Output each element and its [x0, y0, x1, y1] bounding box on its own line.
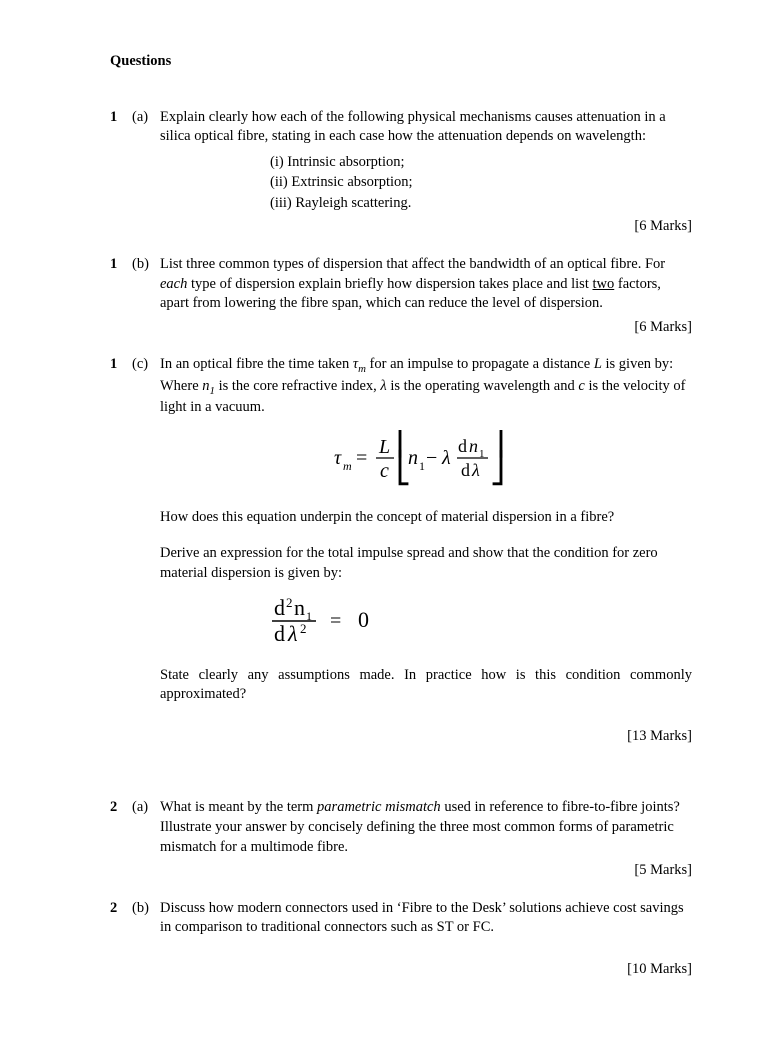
- question-number: 2: [110, 899, 132, 980]
- svg-text:d: d: [274, 621, 285, 646]
- question-text: List three common types of dispersion th…: [160, 255, 692, 314]
- question-part: (c): [132, 355, 160, 746]
- marks-label: [6 Marks]: [160, 217, 692, 237]
- marks-label: [5 Marks]: [160, 861, 692, 881]
- svg-text:λ: λ: [471, 460, 480, 480]
- svg-text:n: n: [408, 447, 418, 469]
- svg-text:τ: τ: [334, 447, 342, 469]
- svg-text:−: −: [426, 447, 437, 469]
- svg-text:λ: λ: [287, 621, 298, 646]
- question-part: (b): [132, 899, 160, 980]
- svg-text:d: d: [458, 436, 467, 456]
- sub-item: (ii) Extrinsic absorption;: [270, 173, 692, 193]
- sub-item: (i) Intrinsic absorption;: [270, 153, 692, 173]
- svg-text:d: d: [274, 595, 285, 620]
- question-body: Discuss how modern connectors used in ‘F…: [160, 899, 692, 980]
- question-body: List three common types of dispersion th…: [160, 255, 692, 337]
- svg-text:d: d: [461, 460, 470, 480]
- marks-label: [13 Marks]: [160, 727, 692, 747]
- question-part: (a): [132, 798, 160, 880]
- question-part: (b): [132, 255, 160, 337]
- question-number: 1: [110, 355, 132, 746]
- question-number: 1: [110, 108, 132, 237]
- sub-item: (iii) Rayleigh scattering.: [270, 194, 692, 214]
- svg-text:λ: λ: [441, 447, 451, 469]
- equation-svg: d 2 n 1 d λ 2 = 0: [270, 595, 420, 647]
- svg-text:=: =: [330, 610, 341, 632]
- question-2b: 2 (b) Discuss how modern connectors used…: [110, 899, 692, 980]
- question-1a: 1 (a) Explain clearly how each of the fo…: [110, 108, 692, 237]
- question-text: Explain clearly how each of the followin…: [160, 108, 692, 147]
- question-para: How does this equation underpin the conc…: [160, 508, 692, 528]
- svg-text:c: c: [380, 460, 389, 482]
- svg-text:n: n: [294, 595, 305, 620]
- marks-label: [10 Marks]: [160, 960, 692, 980]
- question-text: Discuss how modern connectors used in ‘F…: [160, 899, 692, 938]
- question-1b: 1 (b) List three common types of dispers…: [110, 255, 692, 337]
- svg-text:n: n: [469, 436, 478, 456]
- svg-text:2: 2: [286, 595, 293, 610]
- page: Questions 1 (a) Explain clearly how each…: [0, 0, 768, 1057]
- svg-text:m: m: [343, 459, 352, 473]
- question-para: Derive an expression for the total impul…: [160, 544, 692, 583]
- question-body: Explain clearly how each of the followin…: [160, 108, 692, 237]
- question-number: 2: [110, 798, 132, 880]
- question-number: 1: [110, 255, 132, 337]
- question-body: In an optical fibre the time taken τm fo…: [160, 355, 692, 746]
- equation-2: d 2 n 1 d λ 2 = 0: [270, 595, 692, 654]
- svg-text:1: 1: [419, 459, 425, 473]
- question-body: What is meant by the term parametric mis…: [160, 798, 692, 880]
- equation-svg: τ m = L c ⎡ ⎣ n 1 − λ d n 1 d: [326, 430, 526, 486]
- sub-list: (i) Intrinsic absorption; (ii) Extrinsic…: [270, 153, 692, 214]
- marks-label: [6 Marks]: [160, 318, 692, 338]
- svg-text:⎦: ⎦: [490, 449, 505, 486]
- svg-text:=: =: [356, 447, 367, 469]
- svg-text:0: 0: [358, 607, 369, 632]
- question-text: What is meant by the term parametric mis…: [160, 798, 692, 857]
- question-para: State clearly any assumptions made. In p…: [160, 666, 692, 705]
- equation-1: τ m = L c ⎡ ⎣ n 1 − λ d n 1 d: [160, 430, 692, 493]
- question-part: (a): [132, 108, 160, 237]
- question-2a: 2 (a) What is meant by the term parametr…: [110, 798, 692, 880]
- question-text: In an optical fibre the time taken τm fo…: [160, 355, 692, 418]
- question-1c: 1 (c) In an optical fibre the time taken…: [110, 355, 692, 746]
- svg-text:L: L: [378, 436, 390, 458]
- svg-text:2: 2: [300, 621, 307, 636]
- page-title: Questions: [110, 52, 692, 72]
